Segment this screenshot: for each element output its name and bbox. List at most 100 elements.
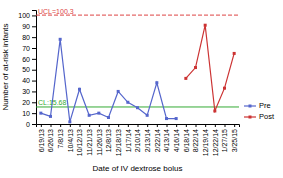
x-tick-label: 6/18/14 bbox=[183, 129, 190, 152]
series-marker bbox=[39, 112, 42, 115]
x-tick-mark bbox=[234, 124, 235, 127]
x-tick-label: 2/13/14 bbox=[144, 129, 151, 152]
reference-line bbox=[36, 15, 239, 16]
x-tick: 2/13/14 bbox=[144, 124, 151, 152]
series-marker bbox=[223, 87, 226, 90]
y-tick-mark bbox=[32, 113, 36, 114]
y-tick-label: 70 bbox=[22, 45, 30, 52]
x-tick: 12/8/13 bbox=[105, 124, 112, 152]
series-marker bbox=[59, 38, 62, 41]
x-tick-label: 2/22/14 bbox=[154, 129, 161, 152]
x-tick: 12/22/14 bbox=[212, 124, 219, 156]
x-tick: 11/26/13 bbox=[96, 124, 103, 156]
y-tick-mark bbox=[32, 15, 36, 16]
series-line bbox=[41, 39, 176, 122]
series-marker bbox=[107, 116, 110, 119]
series-marker bbox=[136, 106, 139, 109]
x-tick: 12/19/14 bbox=[202, 124, 209, 156]
x-tick-mark bbox=[205, 124, 206, 127]
legend-marker bbox=[249, 105, 252, 108]
x-tick: 10/4/13 bbox=[67, 124, 74, 152]
x-tick: 8/22/14 bbox=[192, 124, 199, 152]
y-tick-mark bbox=[32, 26, 36, 27]
legend-label: Post bbox=[259, 112, 275, 121]
x-tick: 12/18/13 bbox=[115, 124, 122, 156]
series-line bbox=[186, 25, 234, 111]
x-tick-label: 6/19/13 bbox=[38, 129, 45, 152]
x-tick-mark bbox=[176, 124, 177, 127]
x-tick-mark bbox=[138, 124, 139, 127]
y-tick: 20 bbox=[22, 99, 36, 106]
x-tick-label: 11/21/13 bbox=[86, 129, 93, 156]
x-tick-mark bbox=[99, 124, 100, 127]
x-tick: 10/12/13 bbox=[76, 124, 83, 156]
x-tick-label: 4/16/14 bbox=[173, 129, 180, 152]
x-tick-mark bbox=[118, 124, 119, 127]
x-tick-label: 6/26/13 bbox=[47, 129, 54, 152]
y-tick-label: 50 bbox=[22, 66, 30, 73]
series-marker bbox=[117, 90, 120, 93]
series-marker bbox=[155, 81, 158, 84]
y-tick: 50 bbox=[22, 66, 36, 73]
x-tick: 6/26/13 bbox=[47, 124, 54, 152]
y-tick-label: 0 bbox=[26, 121, 30, 128]
x-tick-label: 3/25/15 bbox=[231, 129, 238, 152]
x-tick: 4/13/14 bbox=[163, 124, 170, 152]
x-tick: 7/8/13 bbox=[57, 124, 64, 148]
legend: Pre Post bbox=[244, 101, 275, 121]
y-tick: 90 bbox=[22, 23, 36, 30]
y-tick-label: 80 bbox=[22, 34, 30, 41]
x-tick: 6/19/13 bbox=[38, 124, 45, 152]
series-marker bbox=[175, 117, 178, 120]
y-tick-mark bbox=[32, 81, 36, 82]
y-axis: 0102030405060708090100 bbox=[18, 11, 36, 128]
y-tick-label: 90 bbox=[22, 23, 30, 30]
x-tick-mark bbox=[109, 124, 110, 127]
x-tick-label: 1/17/14 bbox=[125, 129, 132, 152]
x-tick-mark bbox=[186, 124, 187, 127]
x-tick-mark bbox=[80, 124, 81, 127]
x-tick: 2/22/14 bbox=[154, 124, 161, 152]
x-tick: 6/18/14 bbox=[183, 124, 190, 152]
y-tick-mark bbox=[32, 48, 36, 49]
series-marker bbox=[165, 117, 168, 120]
y-tick: 0 bbox=[26, 121, 36, 128]
y-tick-mark bbox=[32, 91, 36, 92]
series-marker bbox=[49, 115, 52, 118]
x-tick-mark bbox=[70, 124, 71, 127]
plot: 01020304050607080901006/19/136/26/137/8/… bbox=[1, 8, 275, 173]
legend-swatch bbox=[244, 105, 256, 106]
x-axis: 6/19/136/26/137/8/1310/4/1310/12/1311/21… bbox=[37, 124, 240, 156]
y-tick-label: 40 bbox=[22, 77, 30, 84]
legend-item: Pre bbox=[244, 101, 271, 110]
x-tick-mark bbox=[215, 124, 216, 127]
x-tick: 1/17/14 bbox=[125, 124, 132, 152]
x-tick-mark bbox=[157, 124, 158, 127]
x-tick-label: 11/26/13 bbox=[96, 129, 103, 156]
x-tick: 11/21/13 bbox=[86, 124, 93, 156]
y-tick: 40 bbox=[22, 77, 36, 84]
x-tick-mark bbox=[51, 124, 52, 127]
legend-swatch bbox=[244, 116, 256, 117]
legend-label: Pre bbox=[259, 101, 271, 110]
x-tick-mark bbox=[128, 124, 129, 127]
series-marker bbox=[126, 101, 129, 104]
series-marker bbox=[88, 114, 91, 117]
x-tick-mark bbox=[41, 124, 42, 127]
series-marker bbox=[78, 88, 81, 91]
x-tick-label: 12/19/14 bbox=[202, 129, 209, 156]
x-tick-mark bbox=[167, 124, 168, 127]
x-axis-line bbox=[37, 125, 240, 128]
y-tick-label: 100 bbox=[18, 12, 30, 19]
marks bbox=[36, 15, 239, 123]
series-marker bbox=[68, 120, 71, 123]
y-tick: 70 bbox=[22, 45, 36, 52]
x-tick-label: 7/8/13 bbox=[57, 129, 64, 149]
y-tick: 30 bbox=[22, 88, 36, 95]
legend-marker bbox=[249, 116, 252, 119]
y-tick-mark bbox=[32, 59, 36, 60]
y-tick: 100 bbox=[18, 12, 36, 19]
reference-label: CL:15.68 bbox=[38, 99, 67, 106]
y-tick-label: 10 bbox=[22, 110, 30, 117]
y-tick-mark bbox=[32, 70, 36, 71]
